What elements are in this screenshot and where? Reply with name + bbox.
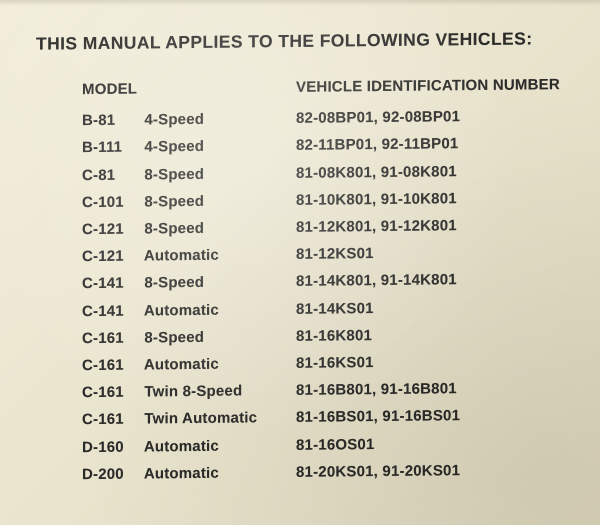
cell-vin: 81-14KS01 <box>296 300 374 318</box>
model-spec: 8-Speed <box>144 166 204 184</box>
cell-vin: 81-12K801, 91-12K801 <box>296 217 457 236</box>
model-spec: 4-Speed <box>144 138 204 156</box>
model-code: C-121 <box>82 221 140 239</box>
model-code: C-101 <box>82 193 140 211</box>
model-code: C-161 <box>82 329 140 347</box>
cell-model: C-161 Twin Automatic <box>82 409 296 428</box>
model-code: C-161 <box>82 357 140 375</box>
cell-model: C-121 8-Speed <box>82 219 296 238</box>
model-spec: Automatic <box>144 247 219 265</box>
header-vin: VEHICLE IDENTIFICATION NUMBER <box>296 76 560 96</box>
cell-model: C-101 8-Speed <box>82 192 296 211</box>
model-spec: Twin 8-Speed <box>144 383 242 401</box>
cell-vin: 82-11BP01, 92-11BP01 <box>296 136 458 155</box>
cell-model: D-160 Automatic <box>82 436 296 455</box>
cell-vin: 81-16B801, 91-16B801 <box>296 380 457 399</box>
table-header-row: MODEL VEHICLE IDENTIFICATION NUMBER <box>82 71 580 103</box>
cell-vin: 81-10K801, 91-10K801 <box>296 190 457 209</box>
model-spec: 8-Speed <box>144 220 204 238</box>
cell-model: B-111 4-Speed <box>82 137 296 156</box>
model-spec: Automatic <box>144 437 219 455</box>
model-spec: 8-Speed <box>144 329 204 347</box>
vehicle-table: MODEL VEHICLE IDENTIFICATION NUMBER B-81… <box>36 71 580 489</box>
cell-vin: 81-08K801, 91-08K801 <box>296 163 457 182</box>
cell-model: C-81 8-Speed <box>82 165 296 184</box>
model-code: B-81 <box>82 112 140 130</box>
cell-vin: 81-20KS01, 91-20KS01 <box>296 462 460 481</box>
cell-vin: 81-16KS01 <box>296 354 374 372</box>
cell-vin: 81-12KS01 <box>296 245 374 263</box>
cell-vin: 81-16OS01 <box>296 436 375 454</box>
cell-model: D-200 Automatic <box>82 464 296 483</box>
model-spec: Automatic <box>144 464 219 482</box>
cell-model: C-141 Automatic <box>82 300 296 319</box>
header-model: MODEL <box>82 79 296 98</box>
page-title: THIS MANUAL APPLIES TO THE FOLLOWING VEH… <box>36 28 580 55</box>
model-spec: 8-Speed <box>144 274 204 292</box>
cell-model: B-81 4-Speed <box>82 110 296 129</box>
cell-model: C-161 8-Speed <box>82 328 296 347</box>
cell-vin: 81-14K801, 91-14K801 <box>296 272 457 291</box>
cell-vin: 81-16K801 <box>296 327 372 345</box>
cell-model: C-121 Automatic <box>82 246 296 265</box>
model-code: D-160 <box>82 438 140 456</box>
cell-model: C-161 Automatic <box>82 355 296 374</box>
model-spec: 8-Speed <box>144 193 204 211</box>
model-code: C-161 <box>82 411 140 429</box>
model-spec: 4-Speed <box>144 111 204 129</box>
manual-page: THIS MANUAL APPLIES TO THE FOLLOWING VEH… <box>0 0 600 489</box>
model-code: B-111 <box>82 139 140 157</box>
table-body: B-81 4-Speed82-08BP01, 92-08BP01B-111 4-… <box>82 102 580 488</box>
model-spec: Twin Automatic <box>144 410 257 428</box>
model-code: C-141 <box>82 275 140 293</box>
cell-model: C-161 Twin 8-Speed <box>82 382 296 401</box>
cell-vin: 82-08BP01, 92-08BP01 <box>296 108 460 127</box>
model-code: C-141 <box>82 302 140 320</box>
table-row: D-200 Automatic81-20KS01, 91-20KS01 <box>82 456 580 488</box>
model-spec: Automatic <box>144 301 219 319</box>
model-code: C-81 <box>82 166 140 184</box>
model-spec: Automatic <box>144 356 219 374</box>
model-code: C-161 <box>82 384 140 402</box>
model-code: D-200 <box>82 465 140 483</box>
cell-model: C-141 8-Speed <box>82 273 296 292</box>
cell-vin: 81-16BS01, 91-16BS01 <box>296 408 460 427</box>
model-code: C-121 <box>82 248 140 266</box>
